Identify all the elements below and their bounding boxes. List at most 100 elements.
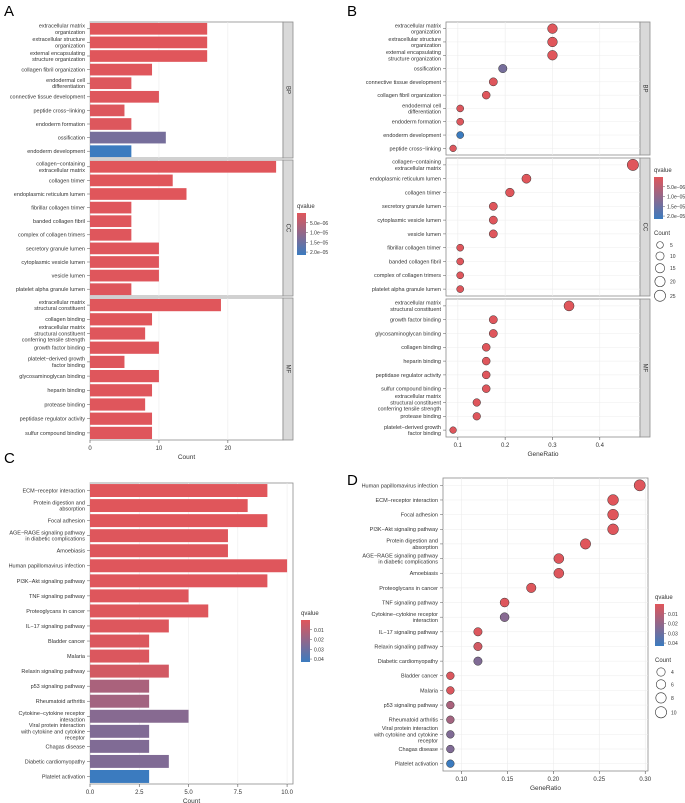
b-category-label-line: structural constituent — [390, 307, 441, 313]
a-facet-cc-strip-label: CC — [284, 224, 290, 233]
b-x-axis-label: GeneRatio — [527, 451, 558, 458]
c-category-label: Amoebiasis — [57, 549, 86, 555]
c-bar — [90, 589, 189, 603]
c-legend-tick-label: 0.02 — [314, 638, 324, 644]
b-category-label: protease binding — [400, 414, 441, 420]
b-category-label-line: vesicle lumen — [408, 232, 441, 238]
a-category-label: endoderm formation — [36, 122, 85, 128]
a-bar — [90, 369, 159, 383]
a-bar — [90, 160, 277, 173]
a-bar — [90, 426, 153, 440]
a-category-label: cytoplasmic vesicle lumen — [21, 260, 85, 266]
d-legend-tick-label: 0.01 — [668, 612, 678, 618]
a-bar — [90, 269, 159, 282]
b-category-label-line: extracellular matrix — [395, 301, 441, 307]
d-category-label: Human papillomavirus infection — [362, 483, 438, 489]
b-category-label-line: collagen binding — [401, 345, 441, 351]
b-facet-mf-strip — [639, 298, 651, 438]
a-category-label-line: organization — [55, 43, 85, 49]
panel-label-c: C — [4, 450, 15, 467]
b-legend-title: qvalue — [654, 168, 672, 174]
b-category-label-line: differentiation — [408, 110, 441, 116]
a-category-label: platelet alpha granule lumen — [16, 287, 85, 293]
c-category-label: Human papillomavirus infection — [9, 564, 85, 570]
d-category-label-line: Diabetic cardiomyopathy — [378, 659, 438, 665]
c-category-label: Protein digestion and absorption — [33, 500, 85, 512]
c-bar — [90, 709, 189, 723]
a-category-label-line: structure organization — [32, 57, 85, 63]
a-category-label: banded collagen fibril — [33, 219, 85, 225]
d-size-legend-circle — [655, 706, 667, 719]
b-dot — [488, 229, 498, 239]
d-category-label-line: Platelet activation — [395, 762, 438, 768]
b-category-label: external encapsulating structure organiza… — [386, 50, 441, 62]
a-category-label-line: extracellular matrix — [39, 325, 85, 331]
a-x-tick-label: 0 — [88, 446, 92, 452]
b-category-label: extracellular matrix organization — [395, 24, 441, 36]
b-category-label-line: extracellular matrix — [395, 24, 441, 30]
a-bar — [90, 341, 159, 354]
c-bar — [90, 514, 268, 528]
a-category-label-line: extracellular structure — [32, 37, 85, 43]
a-bar — [90, 90, 159, 103]
a-bar — [90, 174, 173, 187]
b-dot — [472, 398, 481, 407]
b-legend-tick-label: 2.0e−05 — [667, 214, 685, 220]
c-bar — [90, 484, 268, 497]
b-category-label-line: platelet−derived growth — [384, 425, 441, 431]
a-category-label: protease binding — [44, 402, 85, 408]
a-category-label-line: collagen−containing — [36, 162, 85, 168]
a-category-label-line: connective tissue development — [10, 95, 86, 101]
b-category-label: collagen trimer — [405, 190, 441, 196]
d-dot — [446, 700, 455, 710]
c-category-label: IL−17 signaling pathway — [26, 624, 85, 630]
c-category-label: Platelet activation — [42, 774, 85, 780]
a-category-label: peptidase regulator activity — [20, 417, 86, 423]
c-x-tick-label: 2.5 — [135, 790, 144, 796]
a-bar — [90, 242, 159, 255]
c-category-label: Rheumatoid arthritis — [36, 699, 85, 705]
a-category-label-line: heparin binding — [47, 388, 85, 394]
a-category-label-line: collagen trimer — [49, 178, 85, 184]
c-x-tick-label: 5.0 — [184, 790, 193, 796]
d-category-label-line: Malaria — [420, 688, 439, 694]
a-category-label: endoplasmic reticulum lumen — [14, 192, 85, 198]
b-dot — [521, 173, 532, 184]
a-category-label: endoderm development — [27, 149, 85, 155]
d-size-legend-label: 10 — [671, 710, 677, 716]
a-category-label: extracellular matrix structural constitue… — [22, 325, 86, 343]
b-dot — [472, 412, 481, 421]
c-category-label-line: in diabetic complications — [25, 537, 85, 543]
d-category-label-line: with cytokine and cytokine — [373, 732, 438, 738]
a-category-label: extracellular matrix structural constitue… — [34, 300, 85, 312]
c-category-label-line: interaction — [60, 717, 85, 723]
d-category-label: p53 signaling pathway — [384, 703, 439, 709]
d-category-label: AGE−RAGE signaling pathway in diabetic co… — [362, 553, 438, 565]
d-category-label-line: interaction — [413, 618, 438, 624]
b-category-label: connective tissue development — [366, 80, 442, 86]
b-category-label-line: structure organization — [388, 56, 441, 62]
d-category-label-line: absorption — [412, 545, 438, 551]
b-category-label-line: collagen fibril organization — [377, 93, 441, 99]
a-legend-tick-label: 2.0e−05 — [310, 250, 328, 256]
b-facet-mf-strip-label: MF — [641, 364, 647, 373]
c-category-label-line: absorption — [59, 507, 85, 513]
a-bar — [90, 104, 125, 117]
d-category-label-line: Cytokine−cytokine receptor — [372, 612, 439, 618]
c-bar — [90, 754, 169, 768]
b-dot — [482, 356, 491, 366]
d-legend-colorbar — [655, 604, 664, 646]
d-category-label-line: PI3K−Akt signaling pathway — [370, 527, 439, 533]
d-dot — [580, 538, 591, 550]
c-category-label-line: Amoebiasis — [57, 549, 86, 555]
a-bar — [90, 63, 153, 76]
a-category-label-line: sulfur compound binding — [25, 431, 85, 437]
b-category-label: collagen fibril organization — [377, 93, 441, 99]
d-dot — [446, 759, 455, 768]
a-category-label-line: ossification — [58, 136, 85, 142]
d-dot — [526, 582, 537, 593]
c-bar — [90, 499, 248, 513]
b-legend-tick-label: 1.5e−05 — [667, 204, 685, 210]
a-bar — [90, 131, 166, 144]
